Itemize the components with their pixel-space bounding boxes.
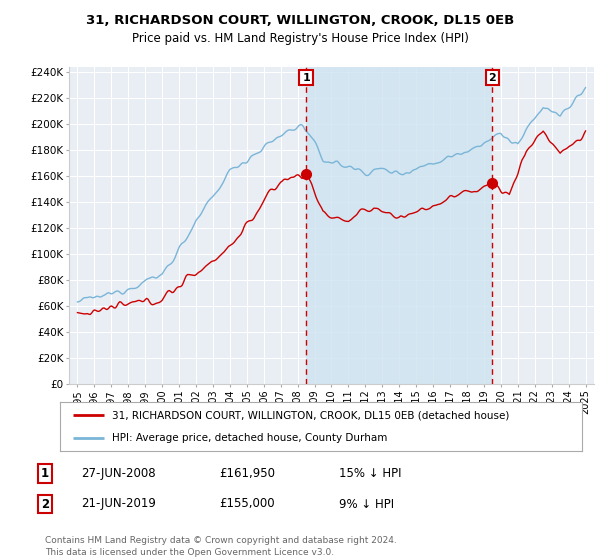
- Bar: [306, 67, 493, 384]
- Text: 31, RICHARDSON COURT, WILLINGTON, CROOK, DL15 0EB: 31, RICHARDSON COURT, WILLINGTON, CROOK,…: [86, 14, 514, 27]
- Text: 27-JUN-2008: 27-JUN-2008: [81, 466, 155, 480]
- Text: £161,950: £161,950: [219, 466, 275, 480]
- Text: 1: 1: [302, 73, 310, 82]
- Text: Price paid vs. HM Land Registry's House Price Index (HPI): Price paid vs. HM Land Registry's House …: [131, 32, 469, 45]
- Text: 1: 1: [41, 466, 49, 480]
- Text: 31, RICHARDSON COURT, WILLINGTON, CROOK, DL15 0EB (detached house): 31, RICHARDSON COURT, WILLINGTON, CROOK,…: [112, 410, 509, 421]
- Text: Contains HM Land Registry data © Crown copyright and database right 2024.
This d: Contains HM Land Registry data © Crown c…: [45, 536, 397, 557]
- Text: 2: 2: [488, 73, 496, 82]
- Text: HPI: Average price, detached house, County Durham: HPI: Average price, detached house, Coun…: [112, 433, 388, 443]
- Text: 2: 2: [41, 497, 49, 511]
- Text: 21-JUN-2019: 21-JUN-2019: [81, 497, 156, 511]
- Text: 9% ↓ HPI: 9% ↓ HPI: [339, 497, 394, 511]
- Text: £155,000: £155,000: [219, 497, 275, 511]
- Text: 15% ↓ HPI: 15% ↓ HPI: [339, 466, 401, 480]
